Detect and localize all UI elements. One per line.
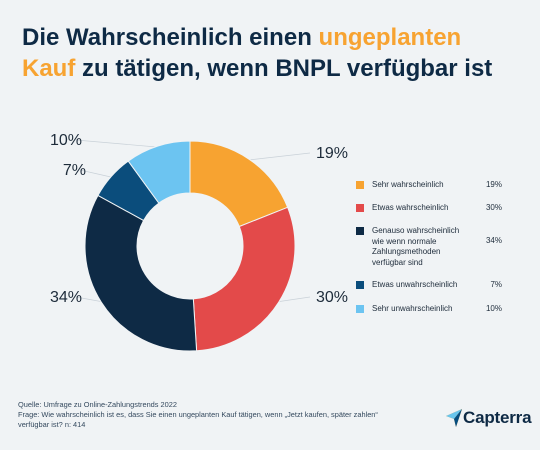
legend-label-line: Etwas wahrscheinlich (372, 203, 449, 212)
title-highlight-1: ungeplanten (318, 24, 462, 51)
slice-label-genauso-wahrscheinlich: 34% (50, 289, 82, 306)
leader-line-etwas-unwahrscheinlich (79, 169, 113, 178)
slice-label-etwas-unwahrscheinlich: 7% (63, 162, 86, 179)
footer-question-line-1: Frage: Wie wahrscheinlich ist es, dass S… (18, 410, 378, 419)
legend-label-sehr-wahrscheinlich: Sehr wahrscheinlich (372, 180, 472, 191)
legend-value-sehr-unwahrscheinlich: 10% (485, 304, 502, 313)
leader-line-etwas-wahrscheinlich (277, 296, 311, 303)
legend-label-etwas-unwahrscheinlich: Etwas unwahrscheinlich (372, 280, 472, 291)
legend-swatch-etwas-unwahrscheinlich (356, 281, 364, 289)
legend-value-etwas-wahrscheinlich: 30% (485, 203, 502, 212)
legend-swatch-sehr-wahrscheinlich (356, 181, 364, 189)
capterra-arrow-icon (446, 409, 462, 427)
legend-label-line: Sehr wahrscheinlich (372, 180, 444, 189)
leader-line-sehr-wahrscheinlich (248, 152, 311, 161)
legend-label-genauso-wahrscheinlich: Genauso wahrscheinlich wie wenn normale Za… (372, 226, 472, 268)
legend-swatch-sehr-unwahrscheinlich (356, 305, 364, 313)
legend-label-line: Zahlungsmethoden (372, 247, 441, 256)
title-part-3: zu tätigen, wenn BNPL verfügbar ist (75, 55, 493, 82)
leader-line-sehr-unwahrscheinlich (75, 139, 158, 148)
brand-name: Capterra (463, 408, 532, 427)
donut-slice-sehr-unwahrscheinlich (127, 140, 191, 204)
legend-swatch-etwas-wahrscheinlich (356, 204, 364, 212)
legend-label-line: Sehr unwahrscheinlich (372, 304, 453, 313)
legend-label-line: Etwas unwahrscheinlich (372, 280, 458, 289)
title-part-1: Die Wahrscheinlich einen (22, 24, 319, 51)
slice-label-sehr-unwahrscheinlich: 10% (50, 132, 82, 149)
slice-label-etwas-wahrscheinlich: 30% (316, 289, 348, 306)
legend-value-sehr-wahrscheinlich: 19% (485, 180, 502, 189)
legend-label-line: verfügbar sind (372, 257, 423, 267)
footer-question-line-2: verfügbar ist? n: 414 (18, 420, 86, 429)
legend-label-sehr-unwahrscheinlich: Sehr unwahrscheinlich (372, 304, 472, 315)
slice-label-sehr-wahrscheinlich: 19% (316, 145, 348, 162)
footer-source: Quelle: Umfrage zu Online-Zahlungstrends… (18, 400, 177, 409)
legend-label-line: Genauso wahrscheinlich (372, 226, 460, 235)
legend-value-genauso-wahrscheinlich: 34% (485, 236, 502, 245)
legend-value-etwas-unwahrscheinlich: 7% (490, 280, 502, 289)
donut-slice-etwas-wahrscheinlich (192, 206, 296, 352)
leader-line-genauso-wahrscheinlich (75, 296, 103, 303)
legend-swatch-genauso-wahrscheinlich (356, 227, 364, 235)
legend-label-etwas-wahrscheinlich: Etwas wahrscheinlich (372, 203, 472, 214)
chart-footer: Quelle: Umfrage zu Online-Zahlungstrends… (18, 400, 418, 430)
legend-label-line: wie wenn normale (372, 236, 437, 246)
donut-slice-genauso-wahrscheinlich (84, 194, 198, 352)
title-highlight-2: Kauf (22, 55, 76, 82)
chart-title: Die Wahrscheinlich einen ungeplanten Kau… (22, 22, 522, 84)
